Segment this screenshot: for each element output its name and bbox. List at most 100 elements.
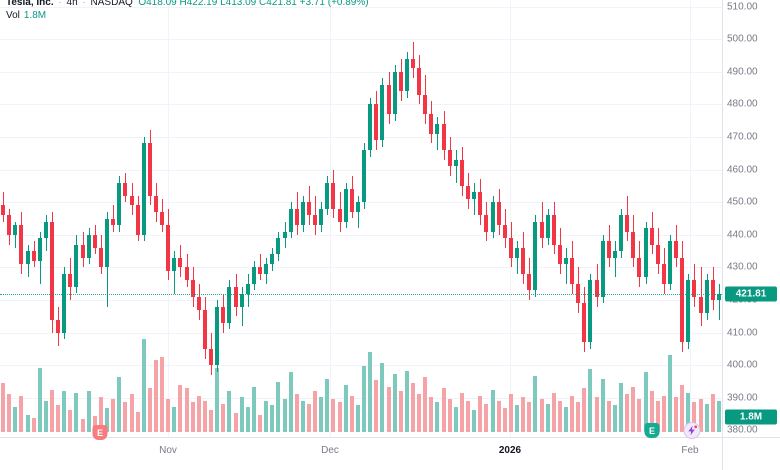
chart-plot-area[interactable] [0,0,722,437]
volume-bar [491,389,495,432]
candle-body [374,104,378,141]
volume-bar [692,402,696,432]
volume-bar [307,403,311,432]
candle-body [521,247,525,274]
volume-bar [674,397,678,432]
candle-body [362,150,366,203]
volume-bar [338,402,342,432]
candle-body [81,244,85,258]
candle-body [631,231,635,258]
candle-wick [474,182,475,216]
volume-bar [32,417,36,432]
price-axis-tick: 460.00 [727,164,758,176]
candle-body [411,58,415,69]
price-axis[interactable]: 510.00 500.00 490.00 480.00 470.00 460.00 450.… [722,0,780,437]
volume-bar [368,351,372,432]
volume-bar [515,405,519,432]
volume-bar [717,400,721,432]
volume-bar [650,391,654,432]
candle-body [637,257,641,278]
volume-bar [56,405,60,432]
volume-series [1,339,721,432]
volume-bar [423,377,427,432]
candle-body [209,348,213,366]
volume-bar [399,391,403,432]
time-axis[interactable]: Nov Dec 2026 Feb [0,437,722,470]
volume-bar [448,399,452,432]
candle-body [595,280,599,297]
candle-body [527,273,531,291]
volume-bar [686,392,690,432]
candle-body [56,319,60,333]
candle-body [148,143,152,196]
volume-bar [154,359,158,432]
candle-body [435,123,439,134]
volume-bar [185,388,189,432]
candle-body [142,143,146,235]
volume-bar [680,384,684,432]
candle-body [295,208,299,225]
volume-bar [178,384,182,432]
volume-bar [625,394,629,432]
volume-bar [588,369,592,432]
candle-body [283,231,287,239]
volume-bar [99,397,103,432]
volume-badge[interactable]: 1.8M [725,409,777,425]
candle-body [399,71,403,92]
volume-bar [283,399,287,432]
candle-wick [719,283,720,320]
gridline-horizontal [0,39,722,41]
candle-body [26,251,30,265]
candle-body [344,189,348,222]
time-axis-tick: Dec [321,445,339,456]
candle-body [662,264,666,284]
candle-body [546,215,550,239]
candle-body [234,286,238,307]
volume-bar [699,399,703,432]
candlestick-series [1,42,721,376]
volume-bar [130,394,134,432]
candle-body [674,241,678,258]
candle-body [117,182,121,226]
volume-bar [374,380,378,432]
candle-wick [315,195,316,235]
volume-bar [215,367,219,432]
candle-wick [260,254,261,281]
candle-body [656,244,660,265]
candle-body [533,221,537,291]
volume-bar [197,395,201,432]
volume-bar [160,356,164,432]
candle-wick [566,247,567,284]
earnings-marker[interactable]: E [644,423,660,438]
candle-body [368,104,372,150]
candle-body [503,225,507,239]
candle-body [405,58,409,92]
gridline-horizontal [0,365,722,367]
gridline-horizontal [0,136,722,138]
volume-bar [619,383,623,432]
lightning-bolt-icon[interactable] [683,422,701,439]
candle-body [650,228,654,245]
volume-bar [393,373,397,432]
candle-body [221,306,225,323]
earnings-marker[interactable]: E [92,425,108,440]
candle-body [136,205,140,235]
gridline-vertical [510,0,511,437]
candle-body [130,195,134,206]
candle-body [203,309,207,349]
current-price-badge[interactable]: 421.81 [725,286,777,302]
candle-body [215,306,219,366]
candle-body [301,202,305,226]
candle-body [448,150,452,167]
volume-bar [19,395,23,432]
volume-bar [234,413,238,432]
candle-body [601,241,605,297]
volume-bar [93,416,97,432]
volume-bar [387,386,391,432]
gridline-horizontal [0,6,722,8]
candle-body [515,247,519,258]
candle-body [123,182,127,196]
volume-bar [509,394,513,432]
volume-bar [319,397,323,432]
volume-bar [166,399,170,432]
